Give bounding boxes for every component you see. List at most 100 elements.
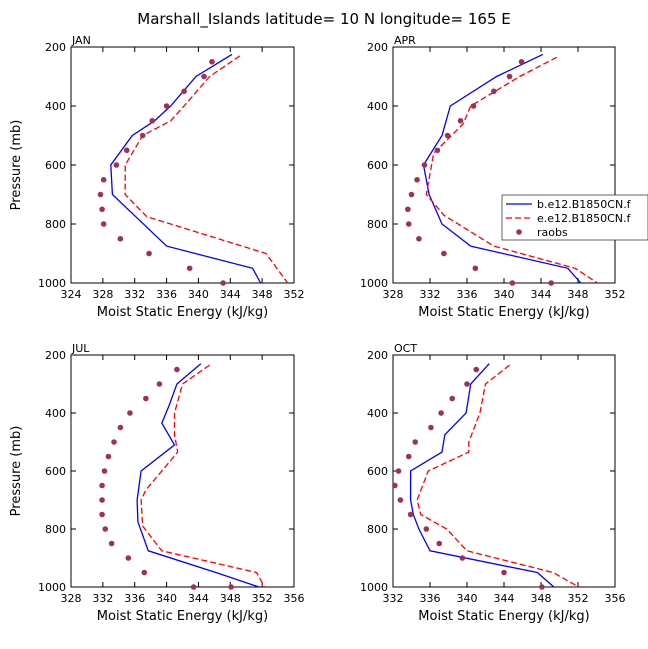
raobs-point	[464, 381, 470, 387]
y-tick-label: 200	[367, 349, 388, 362]
x-axis-label: Moist Static Energy (kJ/kg)	[97, 609, 268, 624]
series-e-line	[124, 55, 289, 284]
x-tick-label: 356	[605, 592, 626, 605]
y-tick-label: 800	[367, 218, 388, 231]
x-tick-label: 352	[284, 288, 305, 301]
x-tick-label: 348	[220, 592, 241, 605]
x-tick-label: 332	[92, 592, 113, 605]
y-tick-label: 800	[45, 523, 66, 536]
y-tick-label: 800	[45, 218, 66, 231]
raobs-point	[143, 395, 149, 402]
raobs-point	[444, 132, 451, 139]
raobs-point	[470, 103, 477, 109]
x-tick-label: 344	[188, 592, 209, 605]
raobs-point	[101, 468, 108, 474]
raobs-point	[441, 250, 447, 257]
figure-title: Marshall_Islands latitude= 10 N longitud…	[137, 10, 510, 29]
raobs-point	[405, 206, 411, 213]
raobs-point	[414, 176, 420, 183]
x-tick-label: 344	[494, 592, 515, 605]
x-axis-label: Moist Static Energy (kJ/kg)	[418, 305, 589, 320]
x-tick-label: 332	[420, 288, 441, 301]
x-tick-label: 340	[156, 592, 177, 605]
raobs-point	[457, 117, 464, 124]
x-axis-label: Moist Static Energy (kJ/kg)	[97, 305, 268, 320]
raobs-point	[156, 381, 163, 387]
raobs-point	[97, 191, 104, 198]
y-tick-label: 1000	[38, 581, 66, 594]
raobs-point	[412, 439, 419, 445]
raobs-point	[405, 453, 412, 460]
x-tick-label: 328	[383, 288, 404, 301]
x-tick-label: 336	[124, 592, 145, 605]
raobs-point	[146, 250, 152, 257]
x-tick-label: 344	[220, 288, 241, 301]
raobs-point	[501, 569, 507, 576]
raobs-point	[408, 191, 415, 198]
raobs-point	[99, 497, 105, 503]
raobs-point	[548, 280, 554, 286]
legend-label: b.e12.B1850CN.f	[537, 198, 632, 211]
raobs-point	[405, 221, 412, 227]
raobs-point	[102, 526, 109, 532]
x-tick-label: 344	[531, 288, 552, 301]
raobs-point	[397, 497, 404, 503]
x-tick-label: 336	[156, 288, 177, 301]
panel-label: JAN	[71, 34, 91, 47]
y-tick-label: 600	[45, 159, 66, 172]
y-tick-label: 400	[367, 100, 388, 113]
raobs-point	[123, 147, 130, 154]
y-tick-label: 400	[45, 100, 66, 113]
raobs-point	[113, 162, 120, 168]
raobs-point	[434, 147, 441, 154]
plot-frame	[392, 354, 616, 588]
y-tick-label: 1000	[360, 581, 388, 594]
x-axis-label: Moist Static Energy (kJ/kg)	[418, 609, 589, 624]
x-tick-label: 332	[383, 592, 404, 605]
y-tick-label: 600	[45, 465, 66, 478]
x-tick-label: 324	[61, 288, 82, 301]
raobs-point	[100, 176, 107, 183]
panel-jul: JUL 328 332 336 340 344 348 352 356 200 400 600 800 1…	[9, 342, 305, 624]
raobs-point	[108, 540, 115, 547]
raobs-point	[473, 366, 480, 373]
series-b-line	[409, 363, 555, 588]
raobs-point	[407, 511, 414, 518]
panel-oct: OCT 332 336 340 344 348 352 356 200 400 600 800 1000…	[360, 342, 626, 624]
raobs-point	[423, 526, 430, 532]
x-tick-label: 352	[605, 288, 626, 301]
raobs-point	[111, 439, 117, 445]
raobs-point	[449, 395, 456, 402]
x-tick-label: 352	[568, 592, 589, 605]
series-b-line	[110, 53, 262, 284]
raobs-point	[149, 117, 156, 124]
x-tick-label: 340	[494, 288, 515, 301]
raobs-point	[472, 265, 479, 272]
raobs-point	[509, 280, 516, 286]
series-e-line	[140, 364, 266, 588]
raobs-point	[228, 584, 234, 590]
panel-label: JUL	[71, 342, 90, 355]
y-axis-label: Pressure (mb)	[9, 426, 24, 517]
raobs-point	[416, 235, 422, 242]
raobs-point	[395, 468, 402, 474]
raobs-point	[491, 88, 497, 95]
series-e-line	[425, 56, 598, 284]
x-tick-label: 340	[457, 592, 478, 605]
panel-label: OCT	[394, 342, 417, 355]
legend-marker-raobs	[516, 229, 522, 235]
x-tick-label: 348	[252, 288, 273, 301]
raobs-point	[125, 555, 132, 561]
raobs-point	[506, 73, 513, 80]
raobs-point	[100, 221, 107, 227]
y-tick-label: 400	[367, 407, 388, 420]
panels: JAN 324 328 332 336 340 344 348 352 200 400 600 800 1…	[9, 34, 648, 624]
raobs-point	[174, 366, 180, 373]
raobs-point	[209, 58, 215, 65]
raobs-point	[186, 265, 193, 272]
x-tick-label: 348	[531, 592, 552, 605]
raobs-point	[392, 482, 398, 489]
x-tick-label: 336	[457, 288, 478, 301]
raobs-point	[117, 424, 124, 431]
raobs-point	[201, 73, 207, 80]
